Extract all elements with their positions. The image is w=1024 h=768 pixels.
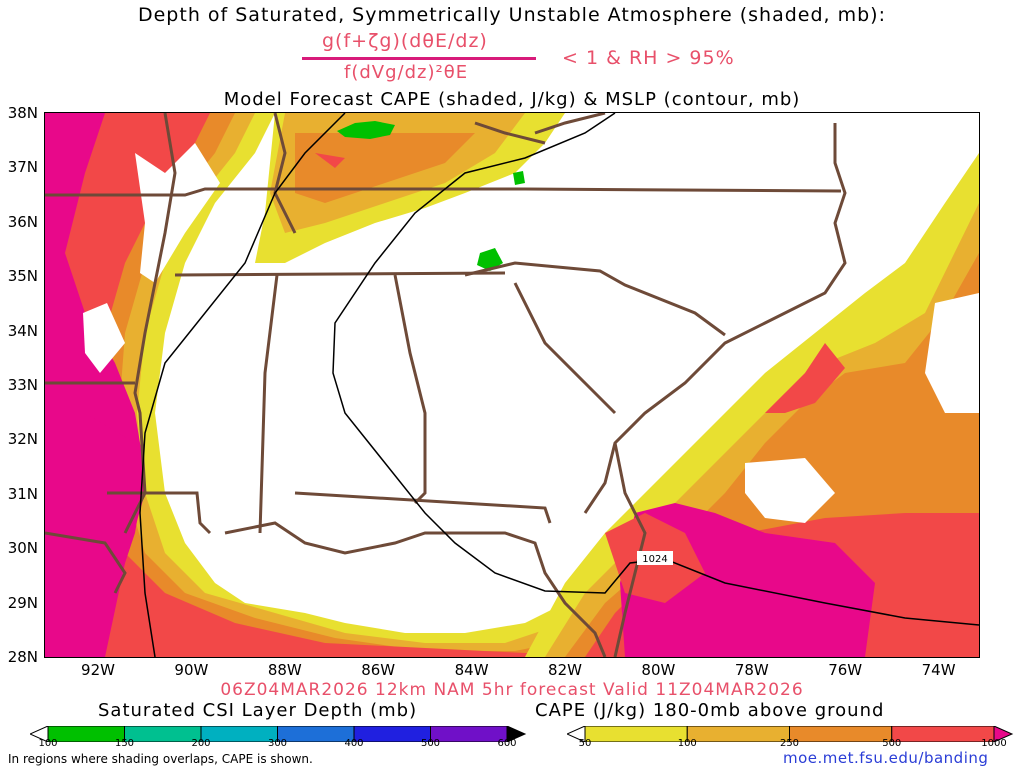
colorbar-tick-label: 500 <box>882 738 902 749</box>
map-canvas: 1024 <box>45 113 979 657</box>
footer-url[interactable]: moe.met.fsu.edu/banding <box>783 749 989 767</box>
colorbar-tick-label: 500 <box>420 738 441 749</box>
colorbar-tick-label: 400 <box>344 738 364 749</box>
latitude-tick-label: 33N <box>7 376 38 394</box>
latitude-tick-label: 36N <box>7 212 38 231</box>
latitude-tick-label: 35N <box>7 267 38 286</box>
cape-shading-west <box>45 113 605 657</box>
mslp-contours <box>139 113 979 657</box>
colorbar-tick-label: 100 <box>677 738 697 749</box>
latitude-tick-label: 32N <box>7 430 38 449</box>
csi-shading <box>337 121 525 271</box>
csi-colorbar-title: Saturated CSI Layer Depth (mb) <box>98 700 418 721</box>
colorbar-tick-label: 1000 <box>981 738 1007 749</box>
map-panel: 1024 <box>44 112 980 658</box>
longitude-tick-label: 80W <box>641 661 676 679</box>
latitude-tick-label: 38N <box>7 104 38 122</box>
state-borders <box>45 113 847 657</box>
latitude-tick-label: 29N <box>7 593 38 612</box>
longitude-tick-label: 88W <box>267 661 302 679</box>
isobar-label: 1024 <box>642 554 667 565</box>
colorbar-tick-label: 600 <box>497 738 517 749</box>
isobar-label-box <box>637 551 673 565</box>
longitude-tick-label: 78W <box>734 661 769 679</box>
longitude-tick-label: 86W <box>361 661 396 679</box>
cape-shading-east <box>525 153 979 657</box>
longitude-tick-label: 84W <box>454 661 489 679</box>
csi-colorbar <box>30 726 527 742</box>
colorbar-tick-label: 50 <box>578 738 592 749</box>
latitude-tick-label: 34N <box>7 321 38 340</box>
formula-condition: < 1 & RH > 95% <box>562 47 735 69</box>
cape-colorbar <box>567 726 1014 742</box>
colorbar-tick-label: 150 <box>114 738 135 749</box>
formula-numerator: g(f+ζg)(dθE/dz) <box>322 30 488 52</box>
longitude-tick-label: 76W <box>828 661 863 679</box>
colorbar-tick-label: 250 <box>779 738 800 749</box>
colorbar-tick-label: 300 <box>267 738 288 749</box>
fraction-bar <box>302 57 536 60</box>
latitude-tick-label: 28N <box>7 648 38 666</box>
cape-colorbar-title: CAPE (J/kg) 180-0mb above ground <box>535 700 885 721</box>
latitude-tick-label: 30N <box>7 539 38 558</box>
longitude-tick-label: 92W <box>81 661 115 679</box>
latitude-tick-label: 31N <box>7 484 38 503</box>
formula-denominator: f(dVg/dz)²θE <box>344 62 469 83</box>
colorbar-tick-label: 100 <box>38 738 58 749</box>
title-line-2: Model Forecast CAPE (shaded, J/kg) & MSL… <box>223 89 801 110</box>
longitude-tick-label: 82W <box>548 661 582 679</box>
colorbar-swatch <box>993 726 1014 742</box>
footer-note: In regions where shading overlaps, CAPE … <box>8 752 313 766</box>
colorbar-tick-label: 200 <box>191 738 211 749</box>
latitude-tick-label: 37N <box>7 158 38 177</box>
title-line-1: Depth of Saturated, Symmetrically Unstab… <box>137 4 886 26</box>
longitude-tick-label: 74W <box>921 661 956 679</box>
colorbar-swatch <box>506 726 527 742</box>
longitude-tick-label: 90W <box>174 661 209 679</box>
forecast-valid-line: 06Z04MAR2026 12km NAM 5hr forecast Valid… <box>220 680 804 700</box>
